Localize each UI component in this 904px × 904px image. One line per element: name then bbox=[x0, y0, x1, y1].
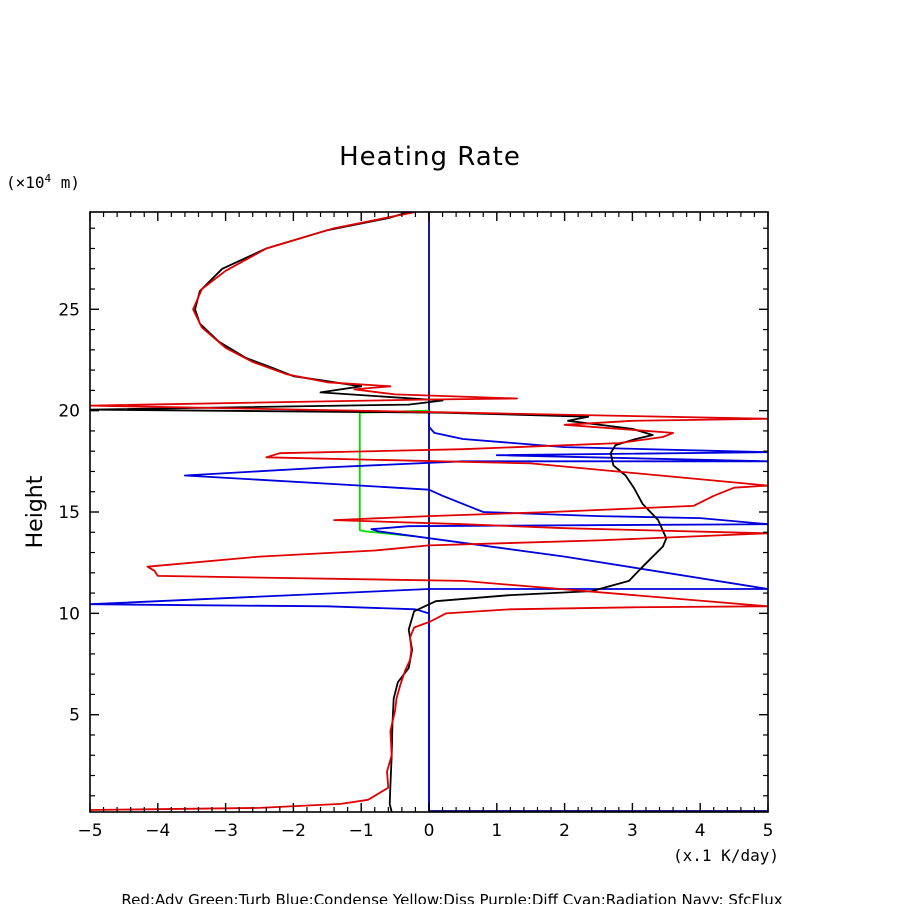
plot-area bbox=[90, 212, 768, 812]
y-unit-prefix: (×10 bbox=[6, 173, 45, 192]
y-tick-label: 20 bbox=[58, 402, 80, 422]
y-tick-label: 5 bbox=[69, 706, 80, 726]
x-tick-label: 2 bbox=[559, 821, 570, 841]
y-tick-label: 15 bbox=[58, 503, 80, 523]
y-axis-title: Height bbox=[23, 475, 48, 548]
plot-frame bbox=[89, 211, 769, 813]
x-tick-label: 4 bbox=[695, 821, 706, 841]
y-unit-suffix: m) bbox=[51, 173, 80, 192]
x-tick-label: −1 bbox=[349, 821, 374, 841]
x-tick-label: −3 bbox=[213, 821, 238, 841]
red-adv-series-line bbox=[90, 212, 768, 811]
black-total-series-line bbox=[90, 212, 668, 812]
x-tick-label: 0 bbox=[424, 821, 435, 841]
x-tick-label: 1 bbox=[491, 821, 502, 841]
y-unit-exponent: 4 bbox=[45, 172, 52, 185]
y-tick-label: 25 bbox=[58, 300, 80, 320]
chart-title: Heating Rate bbox=[339, 142, 521, 172]
y-unit-label: (×104 m) bbox=[6, 172, 80, 192]
axes: −5 −4 −3 −2 −1 0 1 2 3 4 5 5 10 15 20 25 bbox=[58, 212, 773, 841]
x-unit-label: (x.1 K/day) bbox=[673, 846, 779, 865]
x-tick-label: 3 bbox=[627, 821, 638, 841]
legend-text: Red:Adv Green:Turb Blue:Condense Yellow:… bbox=[121, 891, 782, 904]
y-tick-label: 10 bbox=[58, 604, 80, 624]
blue-condense-series-line bbox=[90, 412, 768, 812]
x-tick-label: −5 bbox=[77, 821, 102, 841]
x-tick-label: −4 bbox=[145, 821, 170, 841]
x-tick-label: 5 bbox=[763, 821, 774, 841]
x-tick-label: −2 bbox=[281, 821, 306, 841]
